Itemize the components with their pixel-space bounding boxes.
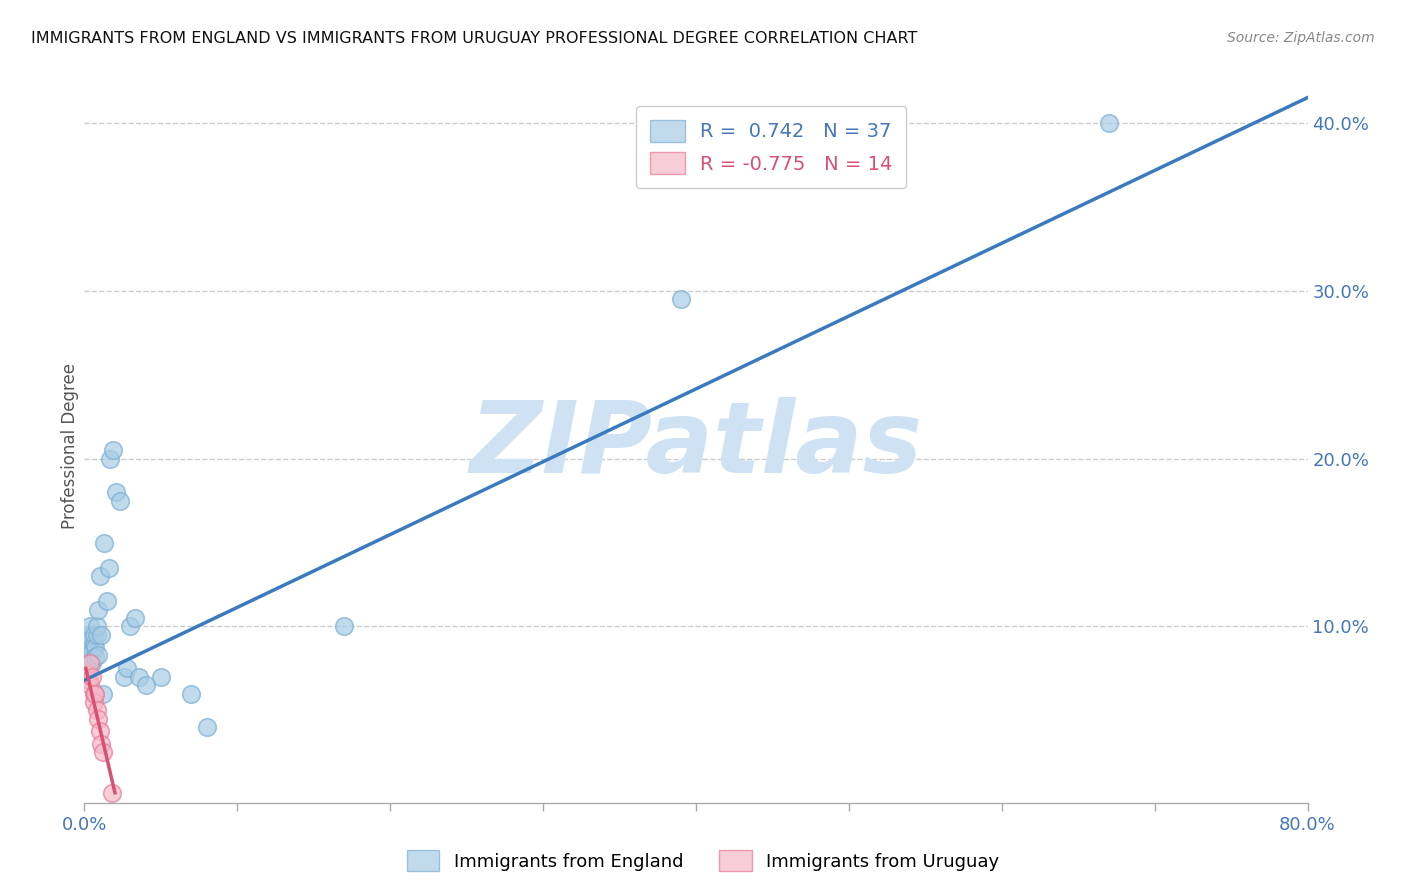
- Point: [76, 636, 98, 650]
- Point: [105, 485, 128, 500]
- Point: [79, 657, 101, 671]
- Point: [98, 451, 121, 466]
- Point: [83, 636, 105, 650]
- Point: [149, 670, 172, 684]
- Point: [83, 695, 105, 709]
- Point: [77, 673, 100, 688]
- Point: [120, 619, 142, 633]
- Point: [669, 292, 692, 306]
- Point: [77, 645, 100, 659]
- Point: [112, 670, 135, 684]
- Point: [87, 712, 110, 726]
- Point: [84, 649, 107, 664]
- Point: [79, 653, 101, 667]
- Point: [90, 737, 112, 751]
- Point: [84, 687, 107, 701]
- Point: [135, 678, 157, 692]
- Point: [108, 493, 131, 508]
- Point: [333, 619, 356, 633]
- Point: [101, 786, 124, 800]
- Point: [1098, 116, 1121, 130]
- Point: [76, 666, 98, 681]
- Point: [77, 628, 100, 642]
- Point: [103, 443, 125, 458]
- Point: [87, 648, 110, 662]
- Point: [86, 619, 108, 633]
- Legend: Immigrants from England, Immigrants from Uruguay: Immigrants from England, Immigrants from…: [399, 843, 1007, 879]
- Point: [80, 670, 103, 684]
- Legend: R =  0.742   N = 37, R = -0.775   N = 14: R = 0.742 N = 37, R = -0.775 N = 14: [637, 106, 907, 188]
- Point: [195, 720, 218, 734]
- Point: [84, 640, 107, 654]
- Point: [83, 628, 105, 642]
- Point: [180, 687, 202, 701]
- Point: [90, 628, 112, 642]
- Point: [87, 603, 110, 617]
- Point: [93, 535, 115, 549]
- Text: Source: ZipAtlas.com: Source: ZipAtlas.com: [1227, 31, 1375, 45]
- Point: [79, 619, 101, 633]
- Point: [86, 628, 108, 642]
- Text: IMMIGRANTS FROM ENGLAND VS IMMIGRANTS FROM URUGUAY PROFESSIONAL DEGREE CORRELATI: IMMIGRANTS FROM ENGLAND VS IMMIGRANTS FR…: [31, 31, 917, 46]
- Point: [80, 657, 103, 671]
- Point: [124, 611, 146, 625]
- Point: [96, 594, 118, 608]
- Point: [89, 723, 111, 738]
- Point: [83, 687, 105, 701]
- Y-axis label: Professional Degree: Professional Degree: [62, 363, 80, 529]
- Point: [89, 569, 111, 583]
- Point: [86, 703, 108, 717]
- Point: [97, 560, 120, 574]
- Point: [91, 746, 114, 760]
- Point: [128, 670, 150, 684]
- Point: [91, 687, 114, 701]
- Point: [115, 661, 138, 675]
- Text: ZIPatlas: ZIPatlas: [470, 398, 922, 494]
- Point: [80, 645, 103, 659]
- Point: [79, 678, 101, 692]
